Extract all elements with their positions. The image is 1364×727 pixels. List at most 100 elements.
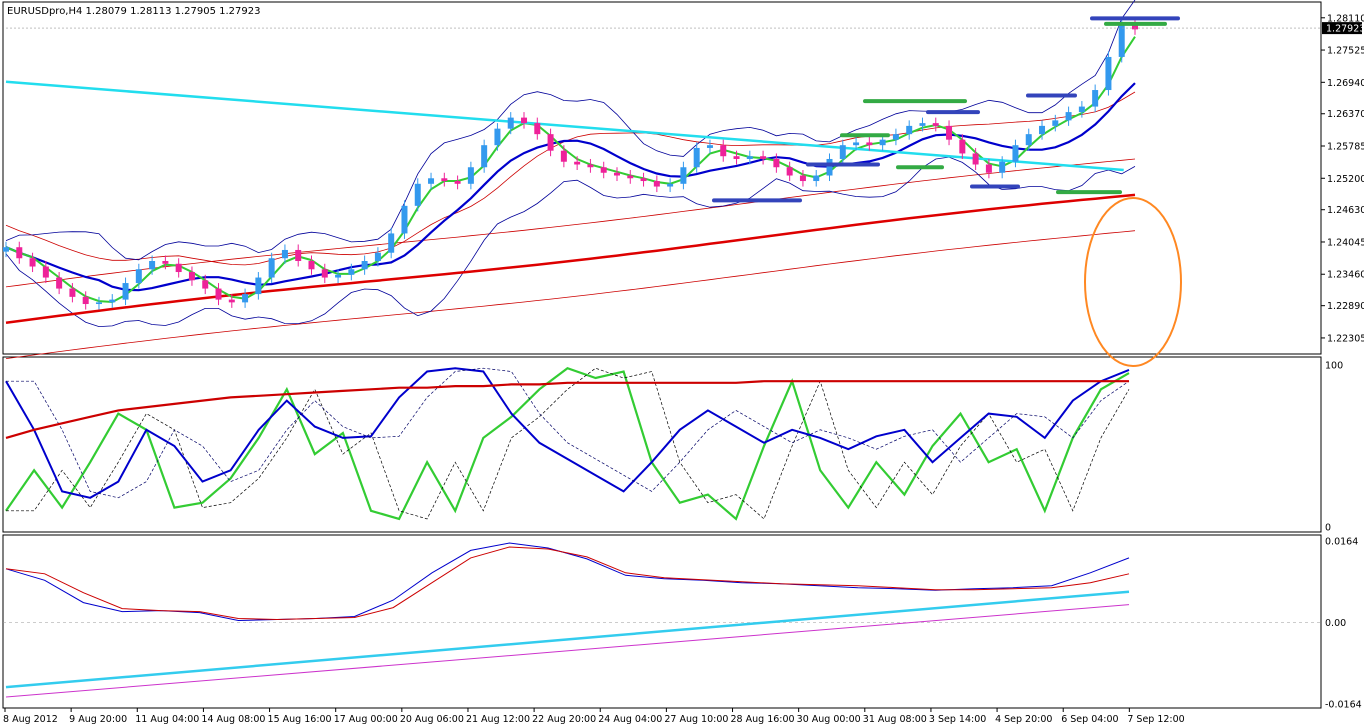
candle xyxy=(467,161,474,190)
candle-body xyxy=(587,164,594,168)
candle-body xyxy=(414,183,421,206)
y-tick-label: 1.27525 xyxy=(1327,46,1364,57)
candle-body xyxy=(600,167,607,173)
candle xyxy=(799,170,806,187)
candle-body xyxy=(441,178,448,182)
candle-body xyxy=(906,125,913,135)
candle-body xyxy=(494,128,501,146)
candle-body xyxy=(547,134,554,151)
candle xyxy=(295,244,302,267)
candle xyxy=(680,161,687,190)
candle-body xyxy=(507,117,514,129)
candle xyxy=(613,167,620,182)
candle xyxy=(932,117,939,132)
candle xyxy=(1105,51,1112,96)
candle xyxy=(494,123,501,151)
candle-body xyxy=(361,261,368,270)
oscillator-layer xyxy=(5,366,1130,521)
candle-body xyxy=(892,134,899,140)
candle-body xyxy=(3,247,9,252)
candle xyxy=(401,200,408,239)
candle xyxy=(946,120,953,146)
candle-body xyxy=(826,158,833,176)
x-tick-label: 22 Aug 20:00 xyxy=(532,714,596,725)
candle xyxy=(999,156,1006,179)
candle-body xyxy=(335,274,342,278)
x-tick-label: 14 Aug 08:00 xyxy=(201,714,265,725)
candle-body xyxy=(799,175,806,182)
x-tick-label: 3 Sep 14:00 xyxy=(929,714,986,725)
candle-body xyxy=(866,142,873,146)
y-tick-label: 1.24630 xyxy=(1327,205,1364,216)
candle xyxy=(919,117,926,132)
candle xyxy=(972,147,979,171)
candle-body xyxy=(109,299,116,303)
candle xyxy=(892,128,899,146)
trend-line xyxy=(5,80,1124,172)
candle xyxy=(1132,18,1138,35)
candle-body xyxy=(29,258,36,267)
candle-body xyxy=(560,150,567,162)
candle-body xyxy=(613,172,620,176)
candle-body xyxy=(122,283,129,300)
candle xyxy=(1025,128,1032,151)
stoch-signal-line xyxy=(5,367,1130,499)
candle-body xyxy=(162,261,169,264)
y-tick-label: 1.22305 xyxy=(1327,333,1364,344)
candle xyxy=(640,172,647,187)
candle xyxy=(228,294,235,308)
candle-body xyxy=(82,296,89,305)
bollinger-lower-line xyxy=(5,156,1136,328)
candle-body xyxy=(932,123,939,126)
candle xyxy=(202,274,209,295)
candle-body xyxy=(667,183,674,187)
candle xyxy=(1065,106,1072,126)
current-price-badge: 1.27923 xyxy=(1322,22,1364,35)
x-tick-label: 8 Aug 2012 xyxy=(3,714,58,725)
candle-body xyxy=(1012,145,1019,162)
candle xyxy=(600,161,607,179)
candle-body xyxy=(42,266,49,278)
candle xyxy=(853,136,860,151)
y-tick-label: 1.28110 xyxy=(1327,13,1364,24)
candle xyxy=(109,294,116,308)
candle-body xyxy=(1105,56,1112,91)
candle xyxy=(3,241,9,258)
y-tick-label: 1.25200 xyxy=(1327,174,1364,185)
candle xyxy=(69,283,76,303)
candle-body xyxy=(467,167,474,184)
candle xyxy=(162,255,169,270)
x-tick-label: 27 Aug 10:00 xyxy=(664,714,728,725)
candle-body xyxy=(521,117,528,124)
macd-layer xyxy=(3,542,1321,698)
candle xyxy=(627,170,634,184)
candle-body xyxy=(627,175,634,179)
highlight-ellipse xyxy=(1084,197,1182,367)
candle-body xyxy=(454,181,461,184)
candle xyxy=(29,252,36,273)
candle-body xyxy=(1052,120,1059,126)
candle xyxy=(188,266,195,286)
current-price-box xyxy=(1322,22,1362,35)
candle-body xyxy=(428,178,435,184)
candle-body xyxy=(175,263,182,273)
candle-body xyxy=(813,175,820,182)
macd-signal-line xyxy=(5,546,1130,621)
osc-tick-label: 0 xyxy=(1325,523,1331,534)
candle-body xyxy=(706,145,713,148)
oscillator-panel[interactable] xyxy=(2,356,1322,533)
candle xyxy=(149,255,156,275)
osc-tick-label: 100 xyxy=(1325,361,1343,372)
candle xyxy=(959,134,966,159)
chart-header: EURUSDpro,H4 1.28079 1.28113 1.27905 1.2… xyxy=(7,6,261,17)
x-tick-label: 28 Aug 16:00 xyxy=(731,714,795,725)
candle-body xyxy=(574,161,581,165)
candle xyxy=(693,142,700,173)
macd-panel[interactable] xyxy=(2,534,1322,709)
candle-body xyxy=(853,142,860,146)
x-tick-label: 30 Aug 00:00 xyxy=(797,714,861,725)
candle xyxy=(428,172,435,190)
candle-body xyxy=(1078,106,1085,113)
candle xyxy=(574,156,581,171)
